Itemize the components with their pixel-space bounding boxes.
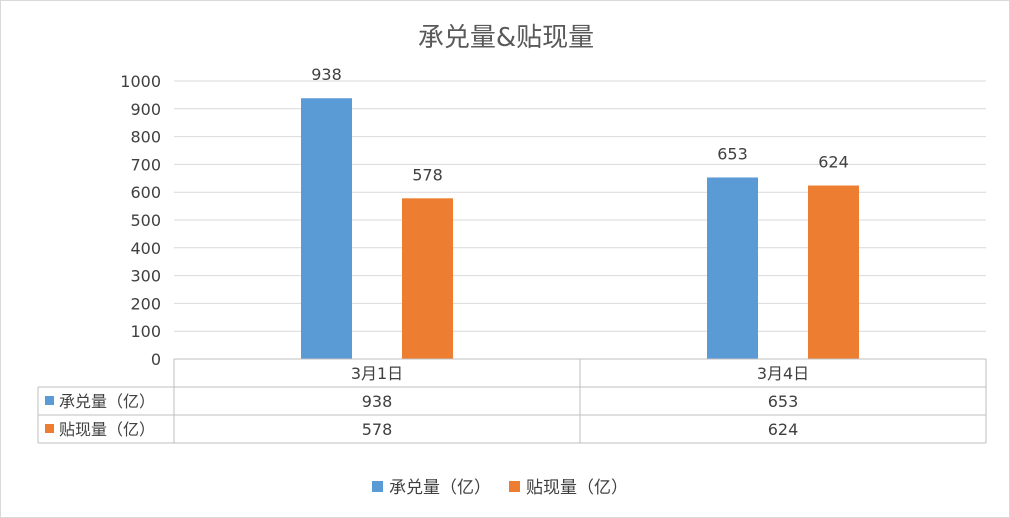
x-category-label: 3月1日	[351, 364, 403, 383]
y-tick-label: 400	[130, 239, 161, 258]
data-label: 653	[717, 144, 748, 163]
data-label: 938	[311, 65, 342, 84]
bars	[301, 98, 859, 360]
bar-2-2	[808, 185, 859, 359]
chart-title: 承兑量&贴现量	[418, 23, 594, 53]
table-series-name: 贴现量（亿）	[59, 420, 155, 439]
table-legend-key-2	[45, 424, 54, 433]
y-tick-label: 700	[130, 155, 161, 174]
legend: 承兑量（亿） 贴现量（亿）	[372, 478, 628, 498]
bar-1-2	[707, 177, 758, 359]
table-cell-value: 938	[362, 392, 393, 411]
y-tick-label: 500	[130, 211, 161, 230]
y-tick-label: 200	[130, 294, 161, 313]
table-legend-key-1	[45, 396, 54, 405]
y-tick-label: 0	[151, 350, 161, 369]
legend-swatch-1	[372, 481, 383, 492]
data-label: 624	[818, 153, 849, 172]
table-cell-value: 653	[768, 392, 799, 411]
y-tick-label: 600	[130, 183, 161, 202]
x-category-label: 3月4日	[757, 364, 809, 383]
legend-label: 贴现量（亿）	[526, 478, 628, 498]
legend-swatch-2	[509, 481, 520, 492]
y-axis-ticks: 0 100 200 300 400 500 600 700 800 900 1000	[120, 72, 161, 369]
y-tick-label: 1000	[120, 72, 161, 91]
bar-2-1	[402, 198, 453, 359]
gridlines	[174, 80, 986, 360]
table-cell-value: 624	[768, 420, 799, 439]
y-tick-label: 100	[130, 322, 161, 341]
y-tick-label: 300	[130, 267, 161, 286]
y-tick-label: 900	[130, 100, 161, 119]
table-series-name: 承兑量（亿）	[59, 392, 155, 411]
data-label: 578	[412, 165, 443, 184]
bar-1-1	[301, 98, 352, 360]
table-cell-value: 578	[362, 420, 393, 439]
y-tick-label: 800	[130, 128, 161, 147]
legend-label: 承兑量（亿）	[389, 478, 491, 498]
data-labels: 938 578 653 624	[311, 65, 849, 184]
